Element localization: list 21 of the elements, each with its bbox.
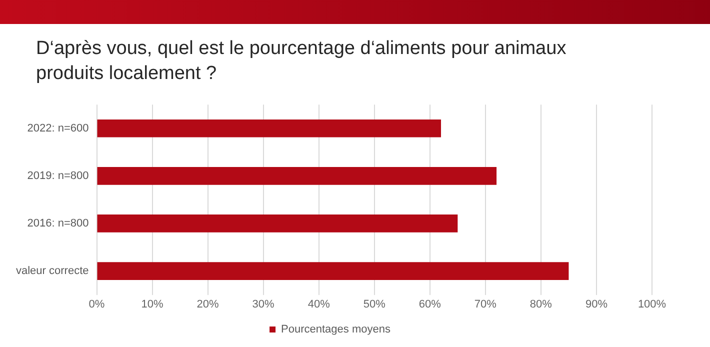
x-tick-label: 70%	[474, 298, 497, 310]
y-tick-label: valeur correcte	[16, 265, 89, 278]
x-tick-label: 40%	[308, 298, 330, 310]
bar	[97, 167, 497, 185]
bar	[97, 214, 458, 232]
chart-title: D‘après vous, quel est le pourcentage d‘aliments pour animaux produits localement ?	[36, 37, 568, 86]
x-tick-label: 100%	[638, 298, 666, 310]
y-tick-label: 2022: n=600	[27, 122, 89, 134]
x-tick-label: 80%	[530, 298, 552, 310]
bar	[97, 262, 569, 280]
legend-label: Pourcentages moyens	[281, 324, 391, 336]
x-tick-label: 90%	[585, 298, 608, 310]
bar	[97, 119, 442, 138]
x-tick-label: 60%	[418, 298, 442, 310]
y-tick-label: 2019: n=800	[27, 170, 89, 182]
x-tick-label: 50%	[363, 298, 386, 310]
x-tick-label: 20%	[196, 298, 220, 310]
x-tick-label: 10%	[141, 298, 164, 310]
x-tick-label: 0%	[88, 298, 105, 310]
x-tick-label: 30%	[252, 298, 275, 310]
y-tick-label: 2016: n=800	[27, 218, 89, 230]
